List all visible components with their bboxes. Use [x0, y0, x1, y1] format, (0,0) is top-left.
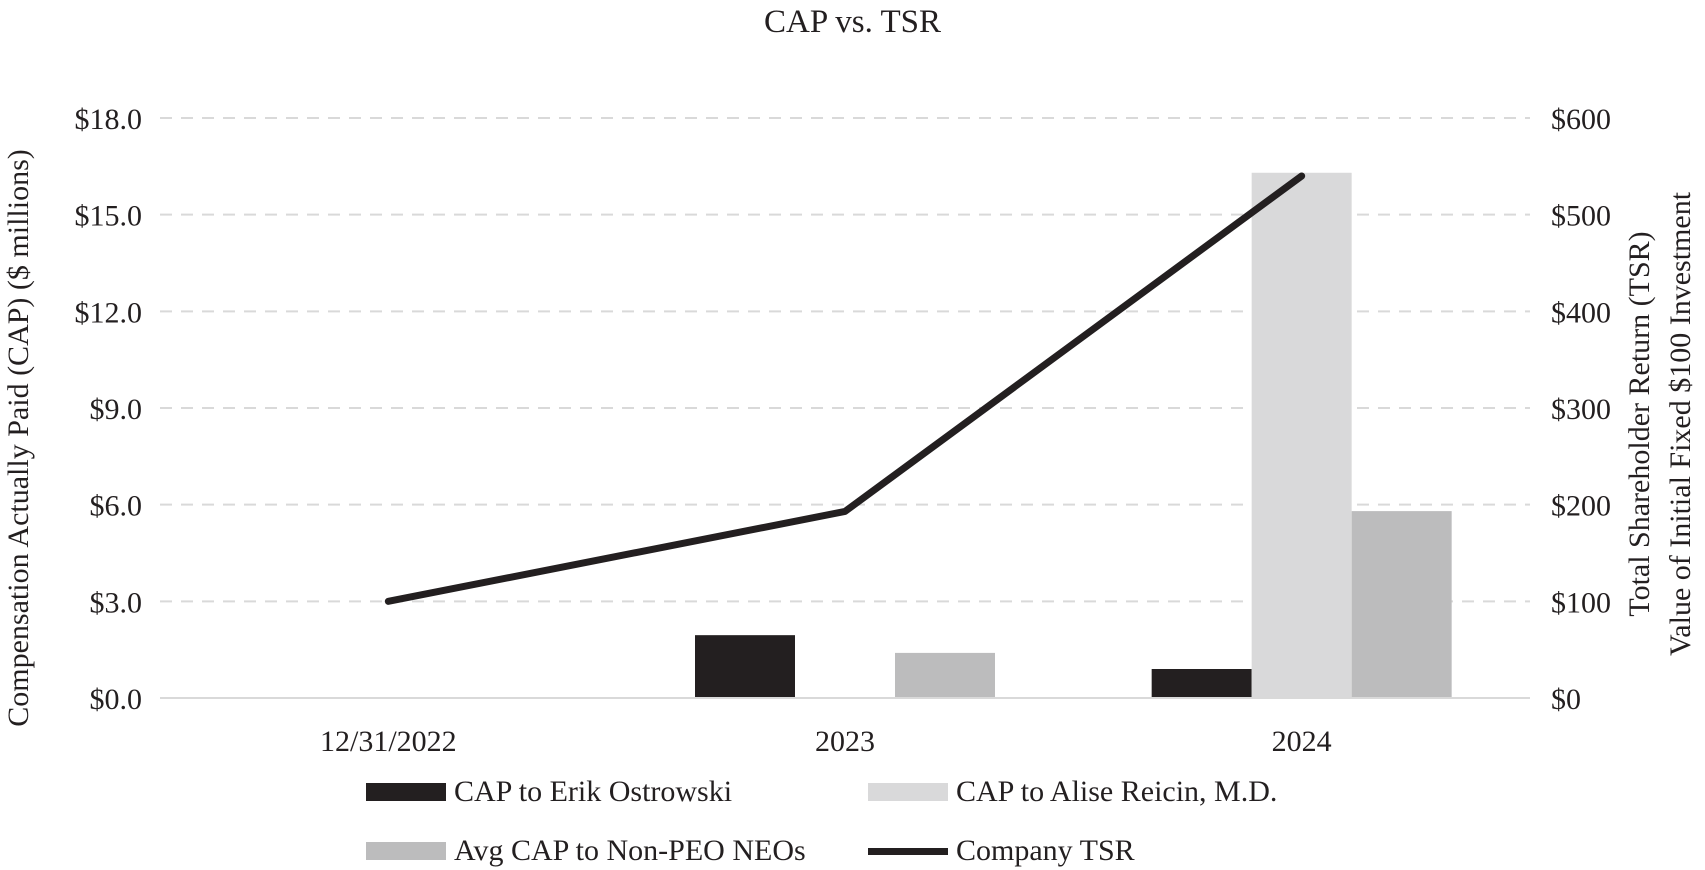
x-tick-label-2: 2024 [1272, 725, 1332, 758]
x-tick-label-1: 2023 [815, 725, 875, 758]
y-right-tick-label-2: $200 [1551, 490, 1611, 523]
y-left-tick-label-2: $6.0 [90, 490, 143, 523]
chart-title: CAP vs. TSR [764, 4, 941, 40]
bar-2-1 [895, 652, 995, 698]
y-right-tick-label-4: $400 [1551, 296, 1611, 329]
y-left-tick-label-4: $12.0 [75, 296, 143, 329]
bar-0-2 [1151, 669, 1252, 698]
bar-2-2 [1351, 511, 1452, 698]
y-left-tick-label-5: $15.0 [75, 200, 143, 233]
y-right-tick-label-0: $0 [1551, 683, 1581, 716]
y-right-tick-label-6: $600 [1551, 103, 1611, 136]
y-left-tick-label-0: $0.0 [90, 683, 143, 716]
bar-1-2 [1251, 172, 1352, 698]
tsr-line [384, 172, 1306, 605]
x-tick-label-0: 12/31/2022 [320, 725, 457, 758]
y-left-axis-label: Compensation Actually Paid (CAP) ($ mill… [2, 149, 35, 726]
y-right-tick-label-5: $500 [1551, 200, 1611, 233]
y-left-tick-label-1: $3.0 [90, 586, 143, 619]
y-left-tick-label-6: $18.0 [75, 103, 143, 136]
y-right-tick-label-1: $100 [1551, 586, 1611, 619]
bar-0-1 [695, 635, 795, 698]
y-right-tick-label-3: $300 [1551, 393, 1611, 426]
y-right-axis-label-line2: Value of Initial Fixed $100 Investment [1664, 191, 1697, 656]
y-right-axis-label-line1: Total Shareholder Return (TSR) [1623, 231, 1656, 616]
y-left-tick-label-3: $9.0 [90, 393, 143, 426]
